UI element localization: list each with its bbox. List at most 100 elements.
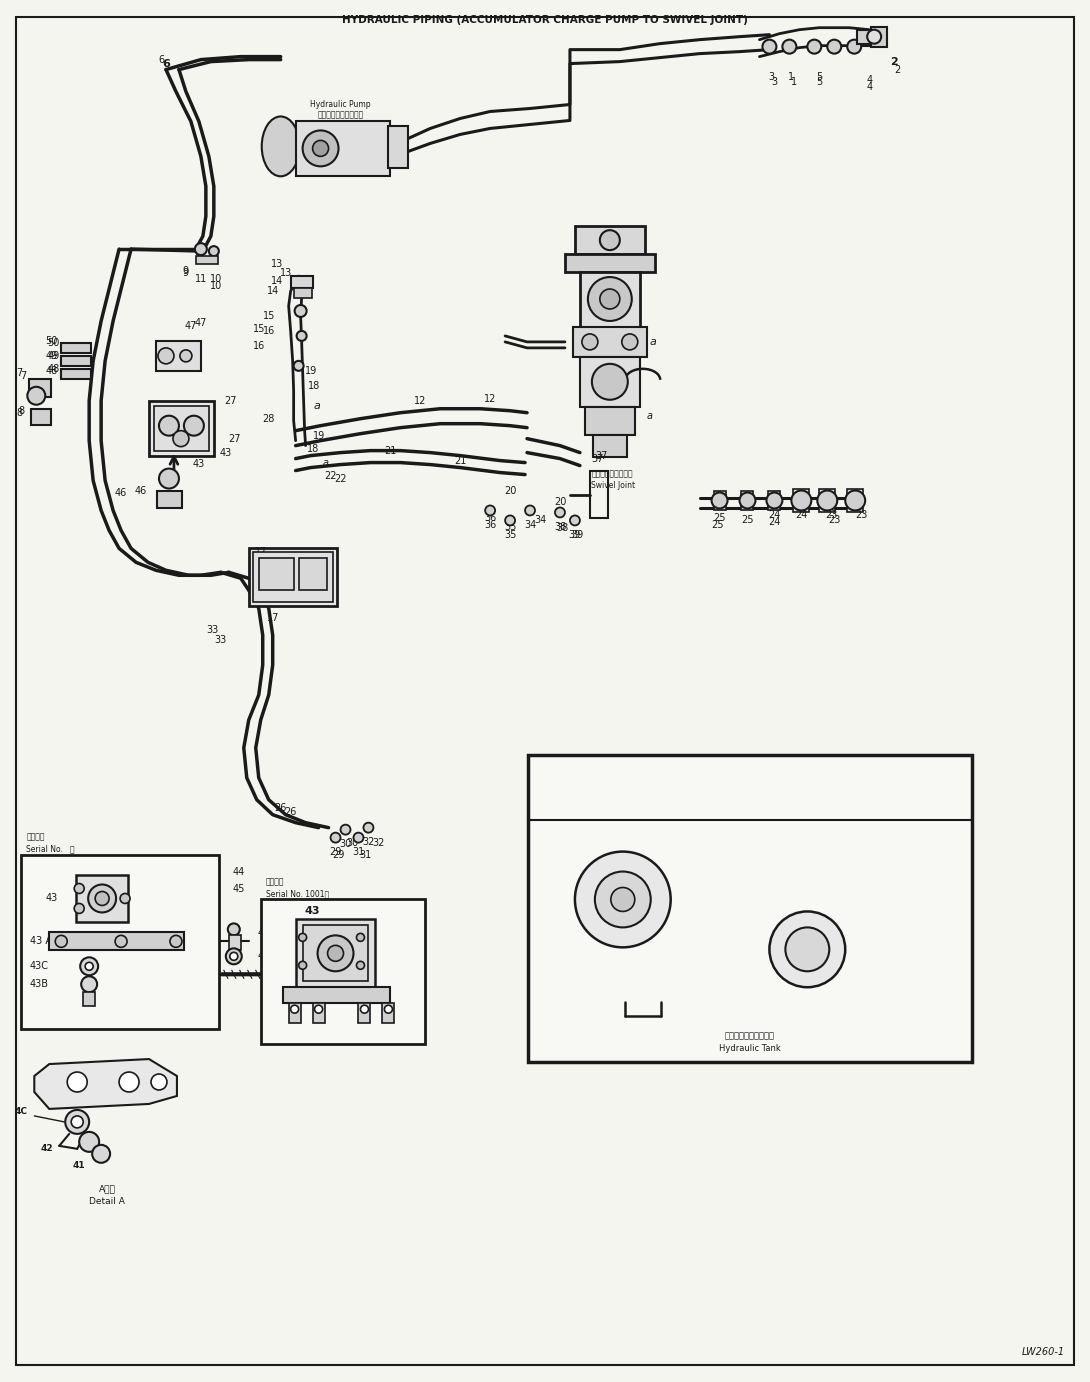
Circle shape xyxy=(230,952,238,960)
Circle shape xyxy=(827,40,841,54)
Text: Serial No. 1001～: Serial No. 1001～ xyxy=(266,889,329,898)
Text: 7: 7 xyxy=(16,368,23,377)
Text: 5: 5 xyxy=(816,72,823,82)
Text: 43: 43 xyxy=(220,448,232,457)
Circle shape xyxy=(170,936,182,947)
Text: 33: 33 xyxy=(215,636,227,645)
Text: 13: 13 xyxy=(270,258,282,269)
Text: 12: 12 xyxy=(414,395,426,406)
Bar xyxy=(261,900,425,1043)
Text: 30: 30 xyxy=(347,837,359,847)
Circle shape xyxy=(159,416,179,435)
Bar xyxy=(528,755,972,1061)
Bar xyxy=(49,933,184,951)
Bar xyxy=(573,328,646,357)
Text: 衃5415回路集: 衃5415回路集 xyxy=(276,567,310,574)
Circle shape xyxy=(158,348,174,363)
Circle shape xyxy=(116,936,128,947)
Text: 3: 3 xyxy=(768,72,775,82)
Text: HYDRAULIC PIPING (ACCUMULATOR CHARGE PUMP TO SWIVEL JOINT): HYDRAULIC PIPING (ACCUMULATOR CHARGE PUM… xyxy=(342,15,748,25)
Circle shape xyxy=(739,492,755,509)
Circle shape xyxy=(786,927,829,972)
Circle shape xyxy=(340,825,351,835)
Circle shape xyxy=(582,334,597,350)
Text: 44: 44 xyxy=(232,867,245,876)
Text: 19: 19 xyxy=(304,366,317,376)
Circle shape xyxy=(766,492,783,509)
Bar xyxy=(154,406,209,451)
Text: 32: 32 xyxy=(362,836,375,847)
Text: 39: 39 xyxy=(569,531,581,540)
Circle shape xyxy=(209,246,219,256)
Circle shape xyxy=(80,1132,99,1151)
Bar xyxy=(857,29,871,44)
Circle shape xyxy=(184,416,204,435)
Bar xyxy=(253,553,332,603)
Circle shape xyxy=(328,945,343,962)
Text: 9: 9 xyxy=(183,268,189,278)
Bar xyxy=(293,287,312,299)
Circle shape xyxy=(315,1005,323,1013)
Text: 16: 16 xyxy=(253,341,265,351)
Text: 37: 37 xyxy=(592,453,604,463)
Bar xyxy=(714,491,726,510)
Text: 34: 34 xyxy=(534,515,546,525)
Circle shape xyxy=(27,387,46,405)
Text: 21: 21 xyxy=(455,456,467,466)
Text: 49: 49 xyxy=(47,351,59,361)
Text: 6: 6 xyxy=(158,55,164,65)
Circle shape xyxy=(95,891,109,905)
Bar xyxy=(871,26,887,47)
Text: 35: 35 xyxy=(504,522,517,532)
Text: 4: 4 xyxy=(867,82,872,91)
Bar xyxy=(61,369,92,379)
Circle shape xyxy=(712,492,727,509)
Text: A: A xyxy=(159,471,167,481)
Text: 48: 48 xyxy=(45,366,58,376)
Text: 41: 41 xyxy=(73,1161,85,1171)
Bar xyxy=(313,1003,325,1023)
Bar xyxy=(383,1003,395,1023)
Text: 11: 11 xyxy=(195,254,207,264)
Circle shape xyxy=(65,1110,89,1133)
Circle shape xyxy=(621,334,638,350)
Circle shape xyxy=(317,936,353,972)
Circle shape xyxy=(868,29,881,44)
Text: 45: 45 xyxy=(257,951,270,962)
Circle shape xyxy=(81,976,97,992)
Circle shape xyxy=(56,936,68,947)
Bar xyxy=(149,401,214,456)
Circle shape xyxy=(303,130,339,166)
Bar xyxy=(29,379,51,397)
Bar xyxy=(22,854,219,1030)
Bar xyxy=(388,126,409,169)
Text: 44: 44 xyxy=(257,929,270,938)
Bar xyxy=(768,491,780,510)
Bar xyxy=(303,926,368,981)
Bar xyxy=(585,406,634,435)
Bar xyxy=(590,470,608,518)
Text: ハイドロリックポンプ: ハイドロリックポンプ xyxy=(317,111,364,119)
Text: 38: 38 xyxy=(556,524,568,533)
Circle shape xyxy=(296,330,306,341)
Bar xyxy=(593,435,627,456)
Text: 35: 35 xyxy=(504,531,517,540)
Bar xyxy=(580,357,640,406)
Text: 43: 43 xyxy=(305,907,320,916)
Bar xyxy=(847,488,863,513)
Bar xyxy=(741,491,753,510)
Bar xyxy=(249,549,337,607)
Text: 43: 43 xyxy=(45,894,58,904)
Circle shape xyxy=(770,912,845,987)
Text: 16: 16 xyxy=(263,326,275,336)
Circle shape xyxy=(313,141,328,156)
Text: 23: 23 xyxy=(825,510,837,521)
Circle shape xyxy=(74,904,84,914)
Bar xyxy=(295,122,390,177)
Bar xyxy=(291,276,313,287)
Circle shape xyxy=(791,491,811,510)
Text: 23: 23 xyxy=(828,515,840,525)
Text: 2: 2 xyxy=(891,57,898,66)
Text: スイベルジョイント: スイベルジョイント xyxy=(592,468,633,478)
Text: 8: 8 xyxy=(19,406,24,416)
